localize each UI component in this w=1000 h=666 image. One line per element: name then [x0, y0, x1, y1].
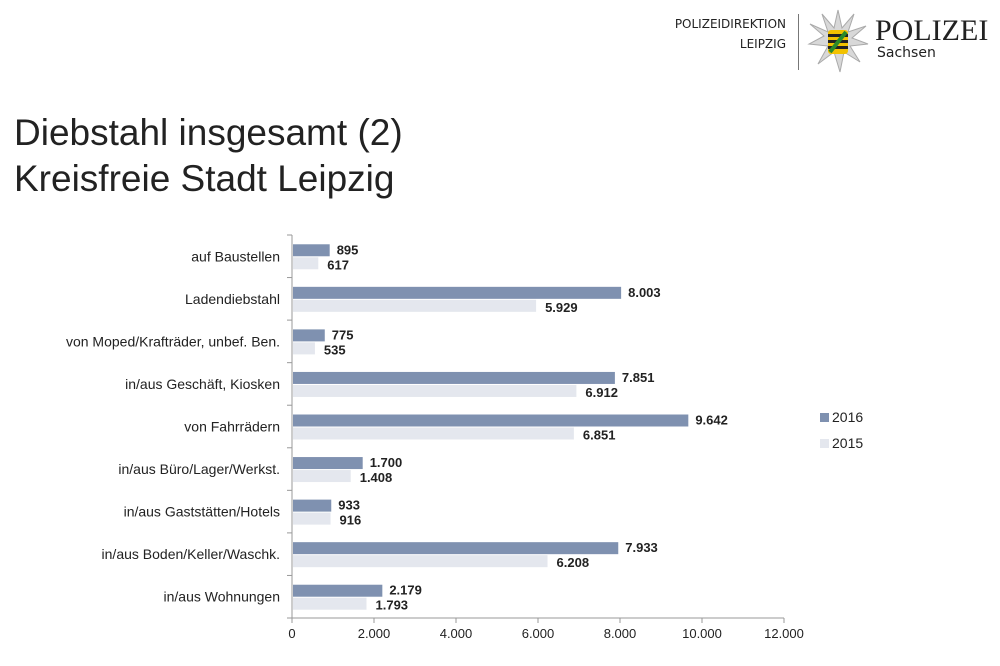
- police-logo: POLIZEIDIREKTION LEIPZIG POLIZEI Sachsen: [640, 0, 1000, 80]
- bar-2016: [293, 457, 363, 470]
- data-label-2016: 775: [332, 327, 354, 342]
- data-label-2016: 8.003: [628, 285, 661, 300]
- bar-2015: [293, 384, 577, 397]
- logo-text: POLIZEI: [875, 14, 989, 47]
- slide-title: Diebstahl insgesamt (2) Kreisfreie Stadt…: [14, 110, 403, 202]
- title-line2: Kreisfreie Stadt Leipzig: [14, 158, 395, 199]
- x-tick-label: 8.000: [604, 626, 637, 641]
- bar-2016: [293, 244, 330, 257]
- bar-2015: [293, 342, 315, 355]
- bar-2016: [293, 414, 689, 427]
- category-label: Ladendiebstahl: [185, 291, 280, 307]
- title-line1: Diebstahl insgesamt (2): [14, 112, 403, 153]
- bar-2015: [293, 597, 367, 610]
- bar-2016: [293, 286, 622, 299]
- data-label-2015: 916: [340, 513, 362, 528]
- category-label: auf Baustellen: [191, 248, 280, 264]
- bar-2016: [293, 584, 383, 597]
- category-label: in/aus Büro/Lager/Werkst.: [118, 461, 280, 477]
- data-label-2016: 9.642: [695, 413, 728, 428]
- data-label-2015: 1.408: [360, 470, 393, 485]
- logo-subtext: Sachsen: [877, 45, 936, 61]
- category-label: in/aus Geschäft, Kiosken: [125, 376, 280, 392]
- data-label-2015: 1.793: [376, 598, 409, 613]
- data-label-2016: 895: [337, 242, 359, 257]
- bar-2015: [293, 470, 351, 483]
- bar-2015: [293, 555, 548, 568]
- data-label-2015: 6.912: [585, 385, 618, 400]
- x-tick-label: 10.000: [682, 626, 722, 641]
- direktion-line2: LEIPZIG: [739, 37, 786, 51]
- legend-swatch-2015: [820, 439, 829, 448]
- x-tick-label: 0: [288, 626, 295, 641]
- bar-2016: [293, 499, 332, 512]
- data-label-2015: 535: [324, 342, 346, 357]
- data-label-2015: 617: [327, 257, 349, 272]
- x-tick-label: 4.000: [440, 626, 473, 641]
- legend-label-2015: 2015: [832, 435, 863, 451]
- bar-2015: [293, 512, 331, 525]
- data-label-2015: 6.208: [557, 555, 590, 570]
- data-label-2015: 6.851: [583, 428, 616, 443]
- x-tick-label: 2.000: [358, 626, 391, 641]
- data-label-2016: 933: [338, 498, 360, 513]
- legend-swatch-2016: [820, 413, 829, 422]
- police-star-icon: [807, 9, 869, 73]
- category-label: in/aus Wohnungen: [164, 589, 281, 605]
- data-label-2016: 7.933: [625, 540, 658, 555]
- x-tick-label: 6.000: [522, 626, 555, 641]
- bar-2015: [293, 299, 537, 312]
- data-label-2016: 7.851: [622, 370, 655, 385]
- category-label: in/aus Boden/Keller/Waschk.: [102, 546, 280, 562]
- bar-2016: [293, 542, 619, 555]
- category-label: von Moped/Krafträder, unbef. Ben.: [66, 333, 280, 349]
- legend-label-2016: 2016: [832, 409, 863, 425]
- bar-2016: [293, 329, 325, 342]
- category-label: von Fahrrädern: [184, 419, 280, 435]
- data-label-2015: 5.929: [545, 300, 578, 315]
- data-label-2016: 1.700: [370, 455, 403, 470]
- bar-2015: [293, 427, 574, 440]
- x-tick-label: 12.000: [764, 626, 804, 641]
- logo-divider: [798, 14, 799, 70]
- bar-2016: [293, 371, 615, 384]
- category-label: in/aus Gaststätten/Hotels: [124, 504, 280, 520]
- bar-2015: [293, 257, 319, 270]
- data-label-2016: 2.179: [389, 583, 422, 598]
- direktion-line1: POLIZEIDIREKTION: [674, 17, 786, 31]
